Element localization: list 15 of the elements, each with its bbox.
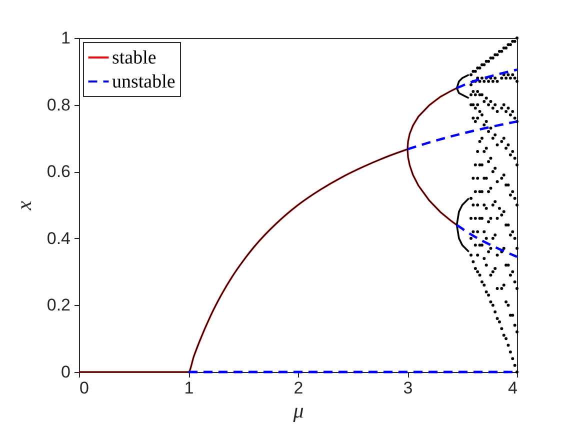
legend-label: stable (112, 48, 156, 68)
x-tick-label: 0 (80, 378, 89, 398)
y-tick-label: 0.6 (46, 162, 70, 182)
y-tick-label: 0 (61, 362, 70, 382)
x-tick-label: 2 (294, 378, 304, 398)
y-tick-label: 0.2 (46, 296, 70, 315)
y-tick-label: 1 (61, 28, 70, 48)
y-axis-title: x (12, 200, 36, 212)
x-tick-label: 3 (403, 378, 413, 398)
x-tick-label: 4 (508, 378, 518, 398)
legend-label: unstable (112, 72, 176, 92)
y-tick-label: 0.4 (46, 228, 70, 248)
y-tick-label: 0.8 (46, 95, 70, 114)
x-tick-label: 1 (184, 378, 194, 398)
x-axis-title: μ (292, 398, 304, 422)
